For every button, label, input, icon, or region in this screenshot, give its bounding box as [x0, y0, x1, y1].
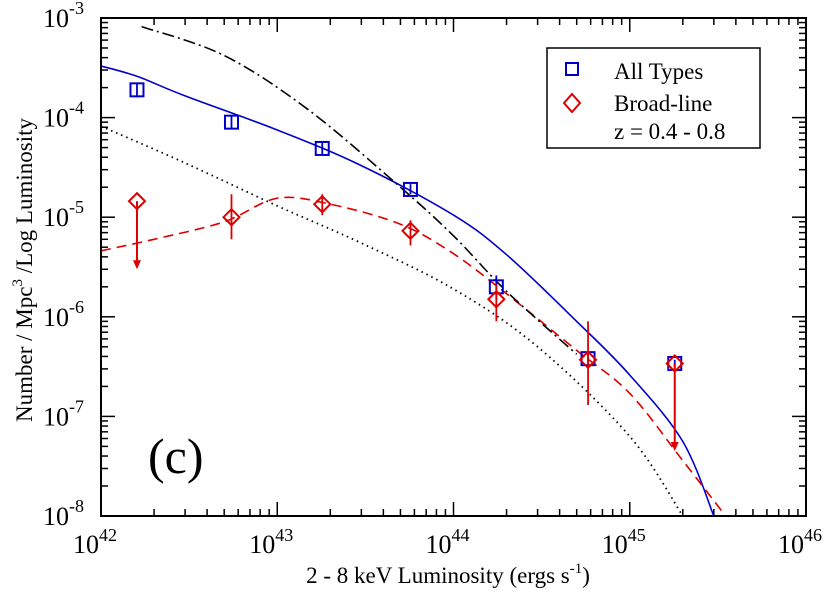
y-tick-label-base: 10: [43, 4, 69, 33]
y-tick-label-exponent: -6: [69, 297, 84, 317]
x-tick-labels: 1042 1043 1044 1045 1046: [73, 525, 822, 559]
y-tick-labels: 10-810-710-610-510-410-3: [43, 0, 84, 531]
plot-frame: [100, 17, 807, 517]
x-axis-title-suffix: ): [582, 563, 590, 588]
broad-line-point: [127, 191, 147, 270]
all-types-point: [402, 181, 418, 197]
x-axis-title-sup: -1: [570, 561, 583, 577]
y-tick-label: 10-8: [43, 496, 84, 531]
broad-line-diamond-marker: [312, 194, 332, 214]
x-tick-label-base: 10: [602, 530, 628, 559]
x-tick-label: 1043: [249, 525, 293, 559]
x-tick-label-base: 10: [778, 530, 804, 559]
y-tick-label-base: 10: [43, 203, 69, 232]
x-tick-label: 1046: [778, 525, 822, 559]
all-types-point: [129, 82, 145, 98]
broad-line-diamond-marker: [665, 354, 685, 373]
y-tick-label-base: 10: [43, 402, 69, 431]
legend-box: [546, 47, 761, 149]
all-types-square-marker: [314, 140, 330, 156]
x-tick-label-exponent: 43: [275, 525, 293, 545]
y-axis-title: Number / Mpc3 /Log Luminosity: [10, 118, 37, 422]
y-tick-label-exponent: -5: [69, 197, 84, 217]
x-tick-label-base: 10: [249, 530, 275, 559]
y-tick-label-exponent: -7: [69, 396, 84, 416]
all-types-point: [314, 140, 330, 156]
model-curves: [101, 25, 727, 516]
broad-line-point: [222, 194, 241, 240]
legend-marker-broad-line: [562, 92, 582, 114]
all-types-model-curve: [101, 65, 715, 516]
broad-line-point: [578, 321, 598, 406]
all-types-square-marker: [402, 181, 418, 197]
y-axis-title-prefix: Number / Mpc: [12, 287, 37, 422]
x-tick-label-exponent: 46: [804, 525, 822, 545]
axis-ticks: [100, 18, 806, 517]
dash-dot-model-curve: [141, 25, 578, 355]
broad-line-point: [665, 354, 685, 451]
y-tick-label-base: 10: [43, 303, 69, 332]
y-tick-label-exponent: -8: [69, 496, 84, 516]
x-tick-label-exponent: 45: [628, 525, 646, 545]
x-tick-label-exponent: 42: [99, 525, 117, 545]
y-axis-title-sup: 3: [10, 279, 26, 287]
broad-line-point: [401, 220, 420, 246]
y-tick-label-base: 10: [43, 104, 69, 133]
broad-line-point: [312, 194, 332, 216]
broad-line-diamond-marker: [401, 221, 420, 241]
all-types-square-marker: [129, 82, 145, 98]
legend-label-broad-line: Broad-line: [614, 91, 712, 116]
x-tick-label-base: 10: [426, 530, 452, 559]
y-tick-label: 10-7: [43, 396, 84, 431]
broad-line-diamond-marker: [127, 191, 147, 211]
y-tick-label: 10-5: [43, 197, 84, 232]
legend: All Types Broad-line z = 0.4 - 0.8: [546, 47, 761, 149]
x-tick-label: 1044: [426, 525, 470, 559]
broad-line-diamond-marker: [578, 350, 598, 370]
broad-line-arrowhead: [670, 441, 679, 451]
x-tick-label-exponent: 44: [452, 525, 470, 545]
legend-label-all-types: All Types: [614, 59, 703, 84]
y-tick-label: 10-4: [43, 98, 84, 133]
x-tick-label: 1042: [73, 525, 117, 559]
broad-line-point: [486, 284, 506, 322]
y-tick-label: 10-3: [43, 0, 84, 33]
broad-line-diamond-marker: [486, 289, 506, 309]
x-axis-title: 2 - 8 keV Luminosity (ergs s-1): [306, 561, 590, 588]
x-tick-label: 1045: [602, 525, 646, 559]
y-tick-label: 10-6: [43, 297, 84, 332]
legend-marker-all-types: [565, 62, 579, 76]
y-axis-title-suffix: /Log Luminosity: [12, 118, 37, 280]
data-markers: [127, 82, 685, 451]
broad-line-diamond-marker: [222, 207, 241, 227]
broad-line-model-curve: [101, 196, 727, 516]
broad-line-arrowhead: [132, 260, 141, 270]
y-tick-label-exponent: -3: [69, 0, 84, 18]
y-tick-label-exponent: -4: [69, 98, 84, 118]
all-types-point: [223, 114, 239, 130]
panel-label: (c): [148, 428, 204, 484]
legend-redshift-note: z = 0.4 - 0.8: [614, 119, 725, 144]
all-types-square-marker: [223, 114, 239, 130]
x-tick-label-base: 10: [73, 530, 99, 559]
y-tick-label-base: 10: [43, 502, 69, 531]
x-axis-title-prefix: 2 - 8 keV Luminosity (ergs s: [306, 563, 570, 588]
